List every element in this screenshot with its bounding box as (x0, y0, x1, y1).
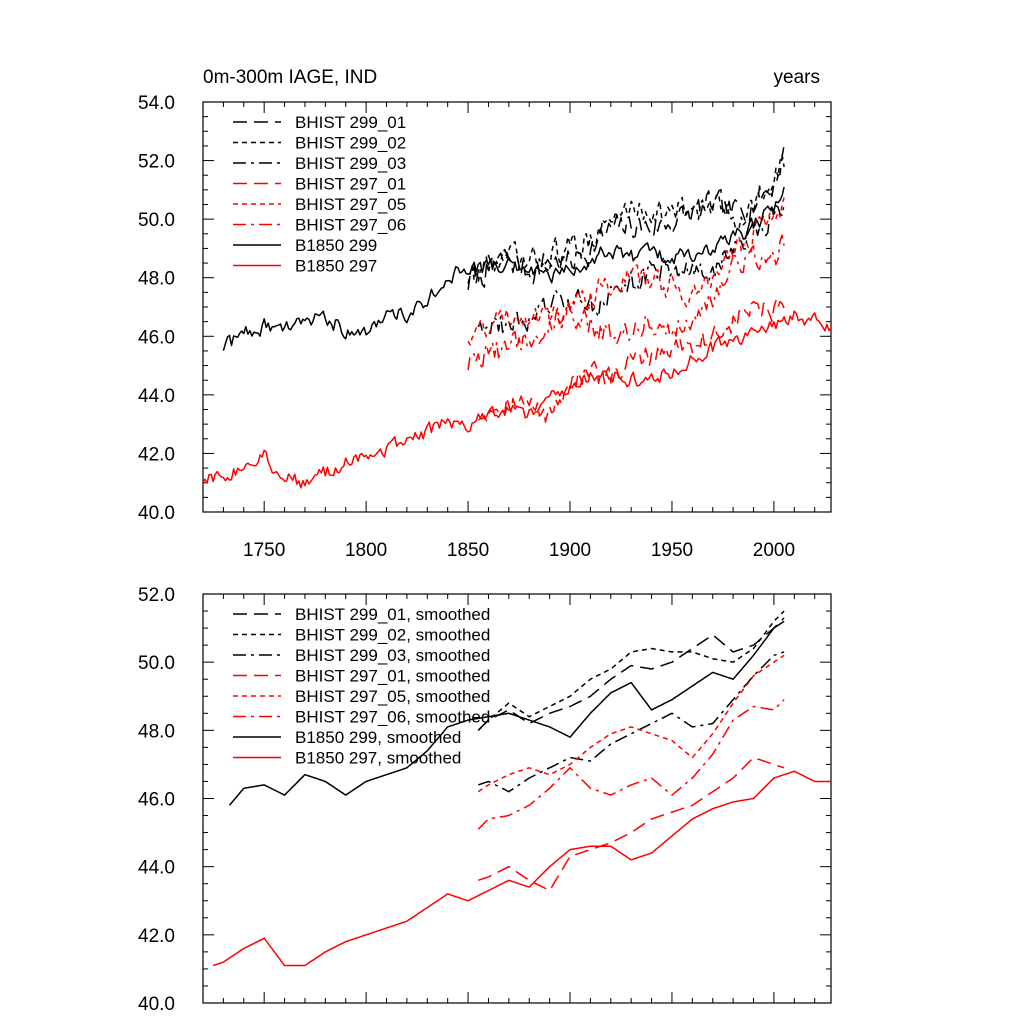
y-tick-label: 48.0 (138, 269, 175, 290)
series-group (212, 610, 831, 967)
legend-label-5: BHIST 297_06, smoothed (295, 708, 490, 727)
series-line-6 (228, 620, 785, 806)
x-tick-label: 1800 (345, 540, 387, 561)
legend-label-2: BHIST 299_03 (295, 154, 406, 173)
legend-label-7: B1850 297 (295, 257, 377, 276)
legend-label-5: BHIST 297_06 (295, 216, 406, 235)
chart-units: years (774, 67, 820, 88)
series-line-0 (467, 144, 785, 290)
legend-label-2: BHIST 299_03, smoothed (295, 646, 490, 665)
series-line-5 (477, 699, 785, 830)
series-line-0 (477, 617, 785, 731)
y-tick-label: 42.0 (138, 926, 175, 947)
series-line-3 (477, 299, 785, 423)
x-tick-label: 1850 (447, 540, 489, 561)
x-tick-label: 1950 (651, 540, 693, 561)
legend-label-3: BHIST 297_01, smoothed (295, 667, 490, 686)
y-tick-label: 48.0 (138, 721, 175, 742)
series-group (203, 144, 831, 489)
y-tick-label: 44.0 (138, 386, 175, 407)
y-tick-label: 42.0 (138, 444, 175, 465)
y-tick-label: 52.0 (138, 585, 175, 606)
legend-label-4: BHIST 297_05, smoothed (295, 687, 490, 706)
legend-label-4: BHIST 297_05 (295, 195, 406, 214)
y-tick-label: 40.0 (138, 994, 175, 1015)
legend-label-6: B1850 299 (295, 236, 377, 255)
y-tick-label: 54.0 (138, 93, 175, 114)
series-line-7 (212, 770, 831, 967)
legend-label-6: B1850 299, smoothed (295, 728, 461, 747)
series-line-5 (467, 234, 785, 371)
y-tick-label: 50.0 (138, 653, 175, 674)
legend-label-0: BHIST 299_01 (295, 113, 406, 132)
x-tick-label: 2000 (753, 540, 795, 561)
series-line-6 (222, 186, 785, 351)
legend-label-0: BHIST 299_01, smoothed (295, 605, 490, 624)
y-tick-label: 52.0 (138, 152, 175, 173)
chart-title: 0m-300m IAGE, IND (203, 67, 377, 88)
y-tick-label: 40.0 (138, 503, 175, 524)
legend-label-7: B1850 297, smoothed (295, 749, 461, 768)
series-line-1 (477, 610, 785, 731)
x-tick-label: 1900 (549, 540, 591, 561)
series-line-1 (467, 154, 785, 284)
series-line-4 (467, 197, 785, 346)
legend-label-1: BHIST 299_02 (295, 134, 406, 153)
series-line-4 (477, 654, 785, 793)
x-tick-label: 1750 (243, 540, 285, 561)
y-tick-label: 50.0 (138, 210, 175, 231)
legend-label-1: BHIST 299_02, smoothed (295, 626, 490, 645)
y-tick-label: 46.0 (138, 790, 175, 811)
y-tick-label: 44.0 (138, 858, 175, 879)
series-line-2 (478, 651, 785, 793)
y-tick-label: 46.0 (138, 327, 175, 348)
series-line-3 (478, 756, 785, 892)
series-line-7 (203, 310, 831, 489)
legend-label-3: BHIST 297_01 (295, 175, 406, 194)
